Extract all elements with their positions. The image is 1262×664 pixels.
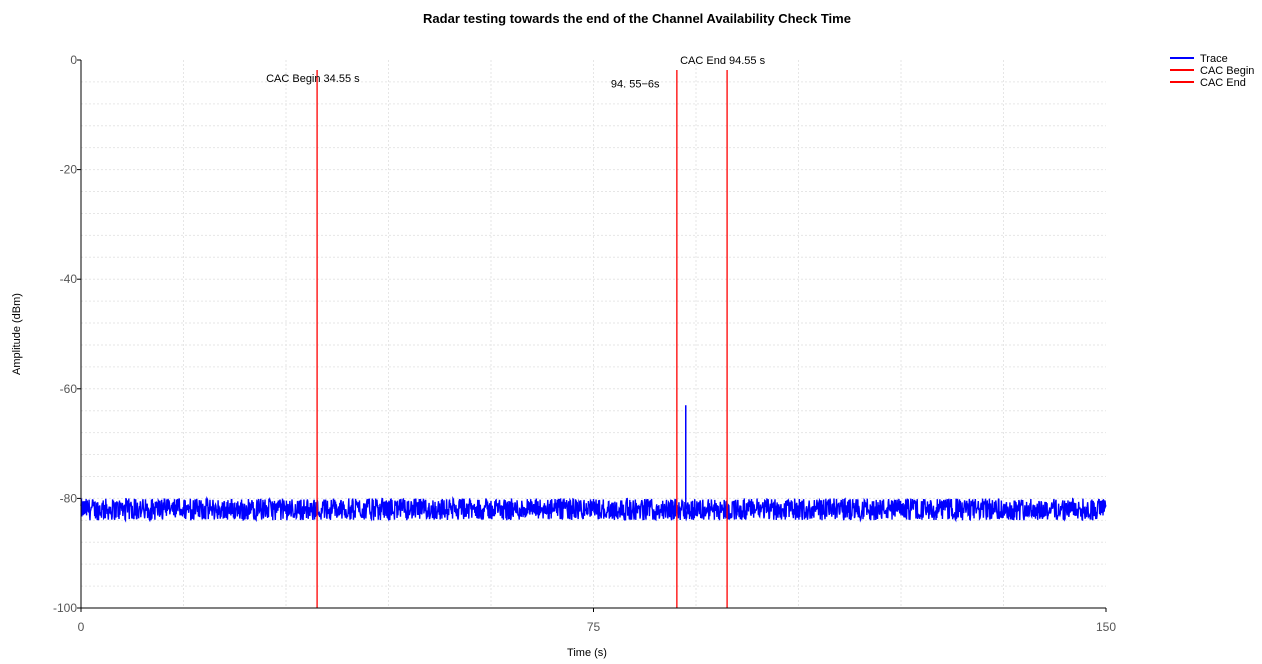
x-axis-label: Time (s) [567,647,607,659]
y-tick-labels: 0 -20 -40 -60 -80 -100 [53,53,77,615]
cac-markers [316,70,728,608]
y-tick-label: 0 [70,53,77,67]
annotation-window: 94. 55−6s [611,78,660,90]
annotations: CAC Begin 34.55 s 94. 55−6s CAC End 94.55 … [266,55,765,90]
annotation-cac-end: CAC End 94.55 s [680,55,765,67]
legend-label: CAC End [1200,77,1246,89]
chart-title: Radar testing towards the end of the Cha… [423,11,851,26]
annotation-cac-begin: CAC Begin 34.55 s [266,73,360,85]
legend-label: CAC Begin [1200,65,1254,77]
x-tick-labels: 0 75 150 [78,620,1117,634]
grid-lines [81,60,1106,608]
y-tick-label: -100 [53,601,77,615]
y-tick-label: -60 [60,382,78,396]
legend-label: Trace [1200,53,1228,65]
x-tick-label: 0 [78,620,85,634]
trace-line [80,495,1107,523]
y-tick-label: -40 [60,272,78,286]
x-tick-label: 75 [587,620,601,634]
x-tick-label: 150 [1096,620,1116,634]
axes [77,59,1107,612]
trace-series [80,405,1107,523]
y-tick-label: -80 [60,491,78,505]
y-tick-label: -20 [60,163,78,177]
y-axis-label: Amplitude (dBm) [11,293,23,375]
